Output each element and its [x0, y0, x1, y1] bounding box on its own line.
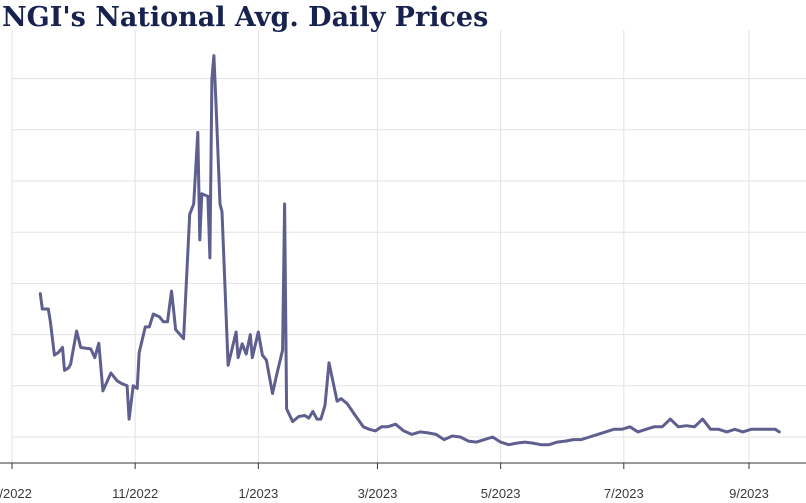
- x-tick-label: 7/2023: [604, 486, 644, 501]
- x-tick-label: 1/2023: [238, 486, 278, 501]
- x-tick-label: 11/2022: [112, 486, 158, 501]
- x-tick-label: 5/2023: [481, 486, 521, 501]
- series-line: [38, 54, 781, 447]
- x-tick-label: 9/2023: [729, 486, 769, 501]
- x-tick-label: 3/2023: [358, 486, 398, 501]
- x-tick-label: 9/2022: [0, 486, 32, 501]
- chart-title: NGI's National Avg. Daily Prices: [2, 2, 489, 33]
